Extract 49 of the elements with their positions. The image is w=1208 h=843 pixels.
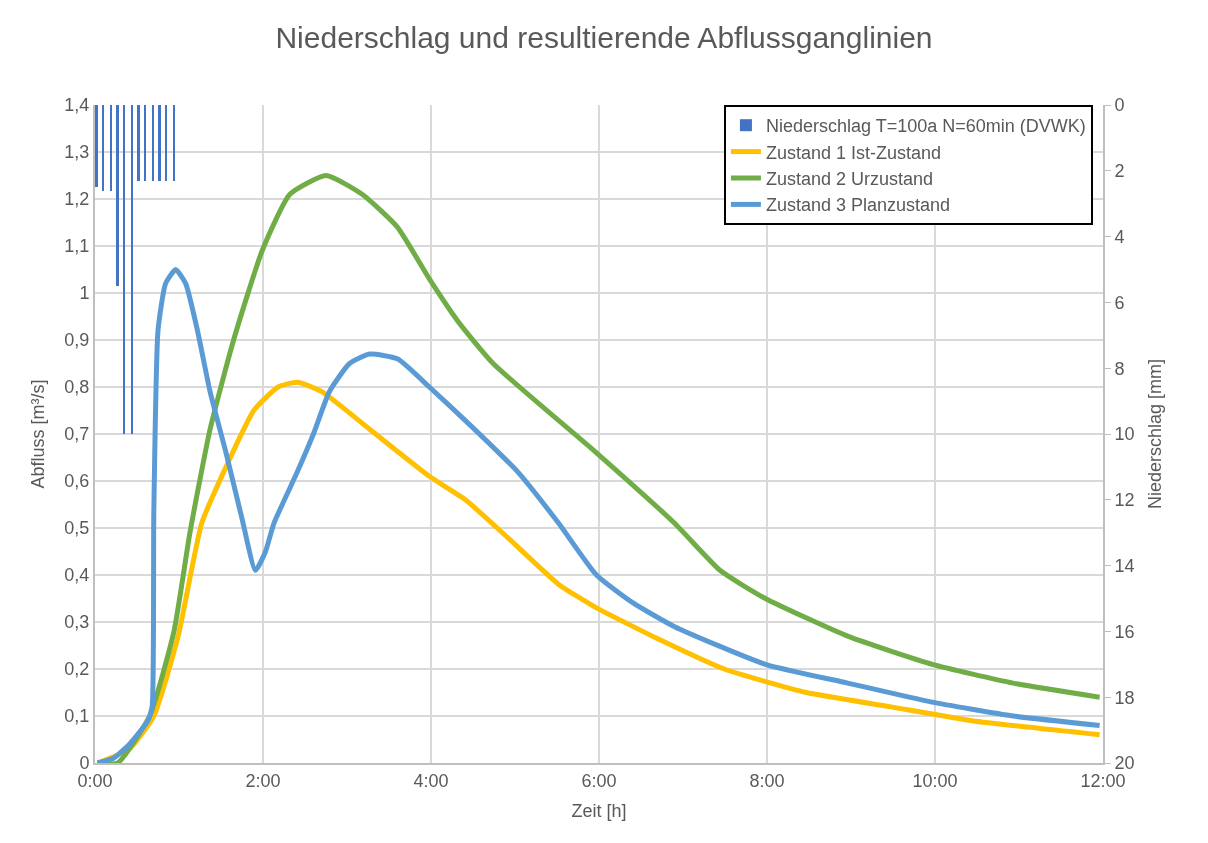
x-tick-label: 2:00 — [245, 770, 281, 791]
y-tick-label: 1,2 — [64, 189, 90, 210]
y2-axis-title: Niederschlag [mm] — [1145, 358, 1166, 510]
y2-tick-label: 0 — [1114, 95, 1125, 116]
y-tick-label: 0,7 — [64, 424, 90, 445]
y-tick-label: 0,4 — [64, 565, 90, 586]
bar — [95, 105, 98, 187]
y-tick-label: 0,3 — [64, 612, 90, 633]
y2-tick-label: 8 — [1114, 358, 1125, 379]
x-tick-label: 6:00 — [581, 770, 617, 791]
bar — [102, 105, 104, 191]
chart-title: Niederschlag und resultierende Abflussganglinien — [275, 21, 933, 55]
y-tick-label: 0,9 — [64, 330, 90, 351]
y2-tick-label: 18 — [1114, 687, 1135, 708]
y2-tick-label: 14 — [1114, 555, 1135, 576]
y-tick-label: 0,6 — [64, 471, 90, 492]
y-axis-title: Abfluss [m³/s] — [28, 379, 49, 489]
y2-tick-label: 4 — [1114, 226, 1125, 247]
y-tick-label: 1 — [79, 283, 90, 304]
bar — [137, 105, 140, 181]
y-tick-label: 1,4 — [64, 95, 90, 116]
y2-tick-label: 6 — [1114, 292, 1125, 313]
x-tick-label: 10:00 — [912, 770, 958, 791]
bar — [123, 105, 125, 434]
bar — [165, 105, 167, 181]
y2-tick-label: 10 — [1114, 424, 1135, 445]
bar — [173, 105, 175, 181]
legend-label: Zustand 1 Ist-Zustand — [765, 142, 942, 163]
bar — [158, 105, 161, 181]
bar — [116, 105, 119, 286]
y-tick-label: 0,5 — [64, 518, 90, 539]
x-tick-label: 4:00 — [413, 770, 449, 791]
y-tick-label: 1,1 — [64, 236, 90, 257]
bar — [144, 105, 146, 181]
x-tick-label: 8:00 — [749, 770, 785, 791]
bar — [131, 105, 133, 434]
legend-label: Zustand 3 Planzustand — [765, 195, 951, 216]
x-axis-title: Zeit [h] — [571, 801, 627, 822]
y-tick-label: 0,8 — [64, 377, 90, 398]
y-tick-label: 0,2 — [64, 659, 90, 680]
legend-label: Niederschlag T=100a N=60min (DVWK) — [765, 116, 1086, 137]
y-tick-label: 0,1 — [64, 706, 90, 727]
legend-label: Zustand 2 Urzustand — [765, 169, 934, 190]
y-tick-label: 1,3 — [64, 142, 90, 163]
bar — [110, 105, 112, 191]
y2-tick-label: 2 — [1114, 161, 1125, 182]
y2-tick-label: 16 — [1114, 621, 1135, 642]
bar — [152, 105, 154, 181]
y2-tick-label: 12 — [1114, 490, 1135, 511]
